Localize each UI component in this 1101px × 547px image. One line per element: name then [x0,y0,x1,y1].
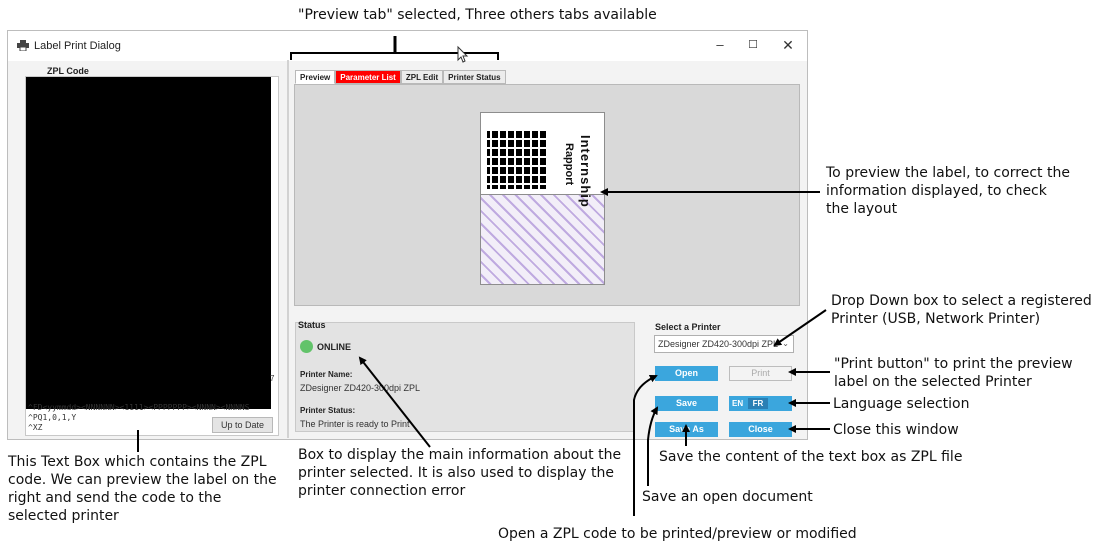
title-bar[interactable]: Label Print Dialog – ☐ ✕ [8,31,807,61]
tab-parameter-list[interactable]: Parameter List [335,70,401,84]
annotation-preview-line: the layout [826,201,898,217]
annotation-preview: To preview the label, to correct the inf… [826,164,1070,218]
tab-bar: Preview Parameter List ZPL Edit Printer … [295,70,506,84]
annotation-preview-line: information displayed, to check [826,183,1047,199]
tab-printer-status[interactable]: Printer Status [443,70,506,84]
tab-zpl-edit[interactable]: ZPL Edit [400,70,444,84]
printer-status-label: Printer Status: [300,406,356,415]
annotation-print: "Print button" to print the preview labe… [834,355,1073,391]
annotation-language: Language selection [833,396,970,412]
tab-preview[interactable]: Preview [295,70,336,84]
annotation-textbox-line: This Text Box which contains the ZPL [8,454,267,470]
lang-fr-option[interactable]: FR [748,398,768,409]
panel-splitter[interactable] [287,60,289,438]
printer-name-label: Printer Name: [300,370,353,379]
zpl-line: ^FD<yymmdd><NNNNNN><1111><PPPPPPP><NNNN>… [28,403,250,412]
printer-dropdown-value: ZDesigner ZD420-300dpi ZPL [658,339,779,349]
tab-bracket [290,36,499,60]
arrow-save [647,406,659,486]
annotation-status-line: printer connection error [298,483,466,499]
zpl-code-textbox[interactable]: ^FD<yymmdd><NNNNNN><1111><PPPPPPP><NNNN>… [25,76,279,436]
printer-name-value: ZDesigner ZD420-300dpi ZPL [300,383,421,393]
label-preview-image: Rapport Internship [480,112,605,285]
annotation-save: Save an open document [642,489,813,505]
label-top-section: Rapport Internship [481,113,604,208]
cursor-icon [457,45,469,63]
open-button[interactable]: Open [655,366,718,381]
annotation-print-line: label on the selected Printer [834,374,1032,390]
up-to-date-button[interactable]: Up to Date [212,417,273,433]
annotation-open: Open a ZPL code to be printed/preview or… [498,526,857,542]
annotation-textbox-line: selected printer [8,508,119,524]
status-panel [295,322,635,432]
annotation-close: Close this window [833,422,959,438]
zpl-code-label: ZPL Code [47,66,89,76]
zpl-line: ^PQ1,0,1,Y [28,413,77,422]
annotation-textbox-line: right and send the code to the [8,490,222,506]
annotation-status-line: printer selected. It is also used to dis… [298,465,614,481]
lang-en-option[interactable]: EN [732,399,744,408]
save-button[interactable]: Save [655,396,718,411]
window-title: Label Print Dialog [34,40,121,52]
close-window-button[interactable]: ✕ [782,37,794,53]
annotation-dropdown-line: Printer (USB, Network Printer) [831,311,1041,327]
arrow-dropdown [773,309,827,347]
minimize-button[interactable]: – [716,37,724,52]
maximize-button[interactable]: ☐ [748,39,758,51]
zpl-line: ^XZ [28,423,43,432]
annotation-print-line: "Print button" to print the preview [834,356,1073,372]
connection-status: ONLINE [317,342,352,352]
annotation-status-line: Box to display the main information abou… [298,447,622,463]
annotation-preview-line: To preview the label, to correct the [826,165,1070,181]
close-button[interactable]: Close [729,422,792,437]
annotation-top: "Preview tab" selected, Three others tab… [298,7,657,23]
printer-icon [17,40,29,51]
zpl-code-lines: ^FD<yymmdd><NNNNNN><1111><PPPPPPP><NNNN>… [28,403,250,433]
annotation-textbox-line: code. We can preview the label on the [8,472,277,488]
status-title: Status [298,320,326,330]
printer-dropdown[interactable]: ZDesigner ZD420-300dpi ZPL ⌄ [654,335,794,353]
arrow-status [358,356,431,448]
annotation-save-as: Save the content of the text box as ZPL … [659,449,963,465]
zpl-side-char: 7 [270,374,275,383]
annotation-status: Box to display the main information abou… [298,446,621,500]
annotation-textbox: This Text Box which contains the ZPL cod… [8,453,277,525]
printer-status-value: The Printer is ready to Print [300,419,410,429]
annotation-dropdown: Drop Down box to select a registered Pri… [831,292,1092,328]
select-printer-label: Select a Printer [655,322,721,332]
chevron-down-icon: ⌄ [782,339,789,348]
redacted-code-block [26,77,271,409]
online-status-icon [300,340,313,353]
annotation-dropdown-line: Drop Down box to select a registered [831,293,1092,309]
qr-code-icon [487,129,547,189]
arrow-open [633,374,658,516]
